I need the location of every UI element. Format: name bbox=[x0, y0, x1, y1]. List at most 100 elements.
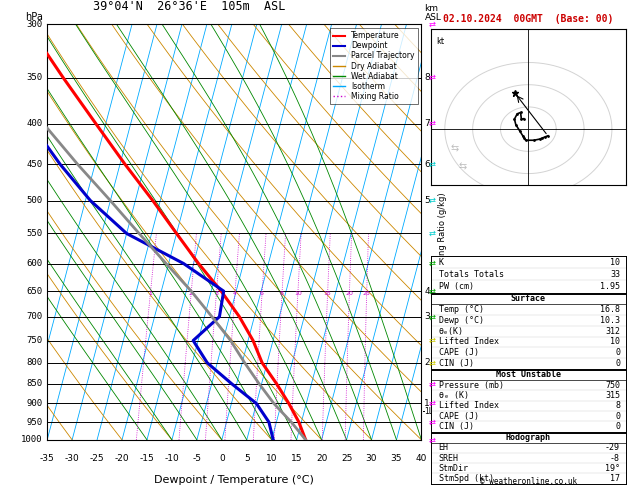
Text: 8: 8 bbox=[425, 73, 430, 82]
Text: Lifted Index: Lifted Index bbox=[438, 337, 499, 347]
Text: 40: 40 bbox=[416, 454, 427, 463]
Text: ⇄: ⇄ bbox=[428, 379, 436, 388]
Text: SREH: SREH bbox=[438, 453, 459, 463]
Text: 1: 1 bbox=[148, 291, 152, 296]
Text: 8: 8 bbox=[615, 401, 620, 410]
Text: ⇄: ⇄ bbox=[428, 73, 436, 82]
Text: 16.8: 16.8 bbox=[600, 305, 620, 314]
Text: 25: 25 bbox=[363, 291, 370, 296]
Text: -5: -5 bbox=[192, 454, 201, 463]
Text: 1000: 1000 bbox=[21, 435, 43, 444]
Text: ⇆: ⇆ bbox=[459, 161, 467, 171]
Text: 20: 20 bbox=[316, 454, 327, 463]
Text: 4: 4 bbox=[233, 291, 237, 296]
Text: ⇄: ⇄ bbox=[428, 336, 436, 345]
Text: Pressure (mb): Pressure (mb) bbox=[438, 381, 504, 390]
Text: 39°04'N  26°36'E  105m  ASL: 39°04'N 26°36'E 105m ASL bbox=[93, 0, 286, 13]
Text: 3: 3 bbox=[214, 291, 218, 296]
Text: Surface: Surface bbox=[511, 295, 546, 303]
Text: 315: 315 bbox=[605, 391, 620, 400]
Text: K: K bbox=[438, 258, 443, 267]
Text: -8: -8 bbox=[610, 453, 620, 463]
Text: © weatheronline.co.uk: © weatheronline.co.uk bbox=[480, 476, 577, 486]
Text: θₑ (K): θₑ (K) bbox=[438, 391, 469, 400]
Text: -20: -20 bbox=[114, 454, 130, 463]
Text: Most Unstable: Most Unstable bbox=[496, 370, 561, 380]
Text: 10: 10 bbox=[266, 454, 277, 463]
Text: CAPE (J): CAPE (J) bbox=[438, 348, 479, 357]
Text: ⇄: ⇄ bbox=[428, 435, 436, 444]
Text: km
ASL: km ASL bbox=[425, 4, 442, 22]
Text: 6: 6 bbox=[425, 160, 430, 169]
Text: 20: 20 bbox=[345, 291, 353, 296]
Text: 600: 600 bbox=[26, 259, 43, 268]
Text: 33: 33 bbox=[610, 270, 620, 279]
Text: EH: EH bbox=[438, 443, 448, 452]
Text: CIN (J): CIN (J) bbox=[438, 359, 474, 368]
Text: 15: 15 bbox=[323, 291, 331, 296]
Text: 2: 2 bbox=[189, 291, 193, 296]
Text: 3: 3 bbox=[425, 312, 430, 321]
Text: CAPE (J): CAPE (J) bbox=[438, 412, 479, 421]
Text: 4: 4 bbox=[425, 287, 430, 295]
Text: ⇄: ⇄ bbox=[428, 20, 436, 29]
Text: 312: 312 bbox=[605, 327, 620, 336]
Text: ⇄: ⇄ bbox=[428, 287, 436, 295]
Text: 700: 700 bbox=[26, 312, 43, 321]
Text: 30: 30 bbox=[366, 454, 377, 463]
Text: CIN (J): CIN (J) bbox=[438, 422, 474, 431]
Text: kt: kt bbox=[437, 37, 445, 46]
Text: θₑ(K): θₑ(K) bbox=[438, 327, 464, 336]
Text: Lifted Index: Lifted Index bbox=[438, 401, 499, 410]
Text: 450: 450 bbox=[26, 160, 43, 169]
Text: Dewpoint / Temperature (°C): Dewpoint / Temperature (°C) bbox=[154, 475, 314, 485]
Text: StmSpd (kt): StmSpd (kt) bbox=[438, 474, 494, 483]
Text: 25: 25 bbox=[341, 454, 352, 463]
Text: 1LCL: 1LCL bbox=[425, 407, 443, 416]
Text: 8: 8 bbox=[280, 291, 284, 296]
Text: 850: 850 bbox=[26, 379, 43, 388]
Text: 0: 0 bbox=[615, 422, 620, 431]
Text: ⇄: ⇄ bbox=[428, 259, 436, 268]
Text: 800: 800 bbox=[26, 358, 43, 367]
Text: 550: 550 bbox=[26, 229, 43, 238]
Text: ⇄: ⇄ bbox=[428, 119, 436, 128]
Text: Dewp (°C): Dewp (°C) bbox=[438, 316, 484, 325]
Text: hPa: hPa bbox=[25, 12, 43, 22]
Text: 500: 500 bbox=[26, 196, 43, 205]
Text: 750: 750 bbox=[605, 381, 620, 390]
Text: 10: 10 bbox=[294, 291, 301, 296]
Text: ⇄: ⇄ bbox=[428, 160, 436, 169]
Text: ⇄: ⇄ bbox=[428, 312, 436, 321]
Text: -15: -15 bbox=[140, 454, 154, 463]
Text: ⇄: ⇄ bbox=[428, 229, 436, 238]
Text: 7: 7 bbox=[425, 119, 430, 128]
Text: 35: 35 bbox=[391, 454, 402, 463]
Text: 1: 1 bbox=[425, 399, 430, 408]
Text: ⇄: ⇄ bbox=[428, 399, 436, 408]
Text: 1.95: 1.95 bbox=[600, 282, 620, 291]
Text: 10.3: 10.3 bbox=[600, 316, 620, 325]
Text: 0: 0 bbox=[615, 359, 620, 368]
Text: 5: 5 bbox=[425, 196, 430, 205]
Text: ⇄: ⇄ bbox=[428, 417, 436, 427]
Text: 2: 2 bbox=[425, 358, 430, 367]
Text: 400: 400 bbox=[26, 119, 43, 128]
Text: Temp (°C): Temp (°C) bbox=[438, 305, 484, 314]
Text: 650: 650 bbox=[26, 287, 43, 295]
Text: 10: 10 bbox=[610, 337, 620, 347]
Text: 19°: 19° bbox=[605, 464, 620, 473]
Text: -35: -35 bbox=[40, 454, 55, 463]
Text: -29: -29 bbox=[605, 443, 620, 452]
Text: -30: -30 bbox=[65, 454, 79, 463]
Text: 5: 5 bbox=[244, 454, 250, 463]
Text: 17: 17 bbox=[610, 474, 620, 483]
Text: 10: 10 bbox=[610, 258, 620, 267]
Text: StmDir: StmDir bbox=[438, 464, 469, 473]
Text: 300: 300 bbox=[26, 20, 43, 29]
Text: -25: -25 bbox=[90, 454, 104, 463]
Text: 900: 900 bbox=[26, 399, 43, 408]
Text: 02.10.2024  00GMT  (Base: 00): 02.10.2024 00GMT (Base: 00) bbox=[443, 14, 613, 24]
Text: Hodograph: Hodograph bbox=[506, 433, 551, 442]
Text: ⇄: ⇄ bbox=[428, 196, 436, 205]
